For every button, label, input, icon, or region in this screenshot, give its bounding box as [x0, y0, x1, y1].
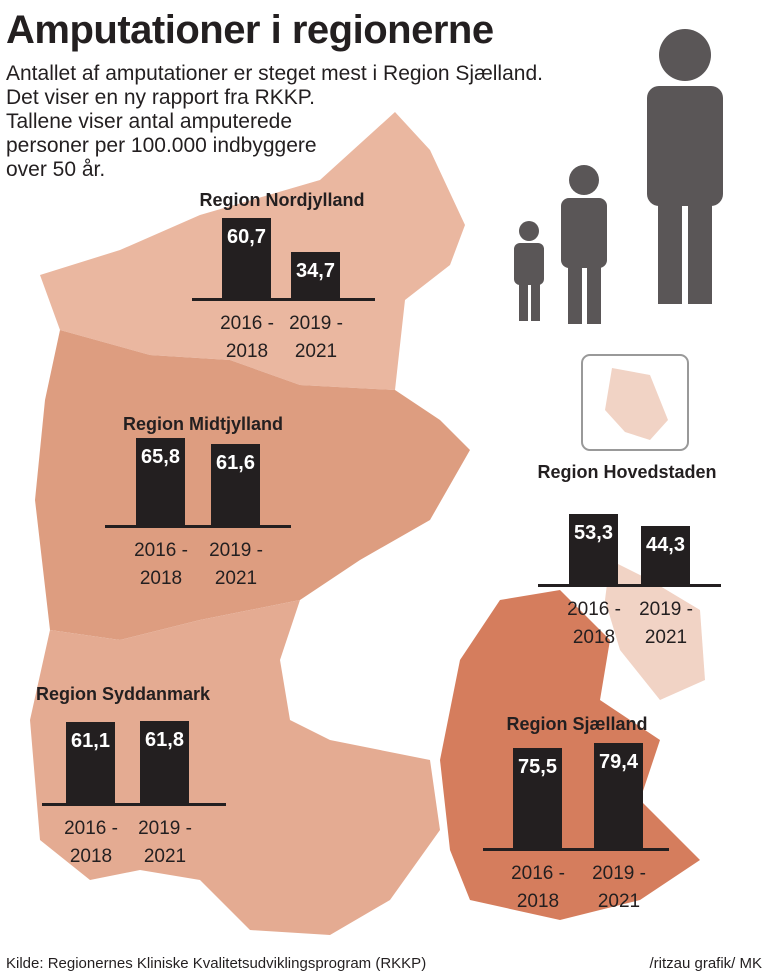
bar	[136, 438, 185, 525]
x-tick-label: 2019 - 2021	[209, 540, 263, 589]
baseline	[42, 803, 226, 806]
x-tick-label: 2019 - 2021	[138, 818, 192, 867]
bar	[594, 743, 643, 848]
chart-title: Region Midtjylland	[123, 414, 283, 434]
value-label: 34,7	[296, 260, 335, 283]
baseline	[483, 848, 669, 851]
bar	[291, 252, 340, 298]
x-tick-label: 2016 - 2018	[220, 313, 274, 362]
value-label: 53,3	[574, 521, 613, 544]
subtitle: Antallet af amputationer er steget mest …	[6, 62, 543, 85]
bar	[569, 513, 618, 584]
person-icons	[514, 29, 723, 324]
x-tick-label: 2019 - 2021	[592, 863, 646, 912]
x-tick-label: 2019 - 2021	[639, 599, 693, 648]
bar	[513, 748, 562, 848]
x-tick-label: 2016 - 2018	[64, 818, 118, 867]
value-label: 61,8	[145, 729, 184, 752]
source: Kilde: Regionernes Kliniske Kvalitetsudv…	[6, 955, 427, 972]
subtitle: Tallene viser antal amputerede personer …	[6, 110, 317, 181]
bar	[641, 525, 690, 584]
credit: /ritzau grafik/ MK	[649, 955, 762, 972]
chart-title: Region Sjælland	[506, 714, 648, 734]
bornholm	[605, 368, 668, 440]
bar	[222, 217, 271, 298]
x-tick-label: 2016 - 2018	[511, 863, 565, 912]
value-label: 61,1	[71, 730, 110, 753]
value-label: 75,5	[518, 756, 557, 779]
value-label: 44,3	[646, 533, 685, 556]
value-label: 65,8	[141, 446, 180, 469]
baseline	[538, 584, 721, 587]
chart-title: Region Hovedstaden	[537, 462, 717, 482]
value-label: 61,6	[216, 451, 255, 474]
baseline	[105, 525, 291, 528]
bar	[211, 443, 260, 525]
title: Amputationer i regionerne	[6, 8, 494, 52]
region-syddanmark	[30, 600, 440, 935]
x-tick-label: 2019 - 2021	[289, 313, 343, 362]
x-tick-label: 2016 - 2018	[567, 599, 621, 648]
x-tick-label: 2016 - 2018	[134, 540, 188, 589]
chart-title: Region Syddanmark	[35, 684, 211, 704]
value-label: 79,4	[599, 751, 638, 774]
subtitle: Det viser en ny rapport fra RKKP.	[6, 86, 315, 109]
chart-title: Region Nordjylland	[199, 190, 365, 210]
region-hovedstaden	[605, 560, 705, 700]
bar	[66, 722, 115, 803]
value-label: 60,7	[227, 225, 266, 248]
baseline	[192, 298, 375, 301]
bar	[140, 721, 189, 803]
